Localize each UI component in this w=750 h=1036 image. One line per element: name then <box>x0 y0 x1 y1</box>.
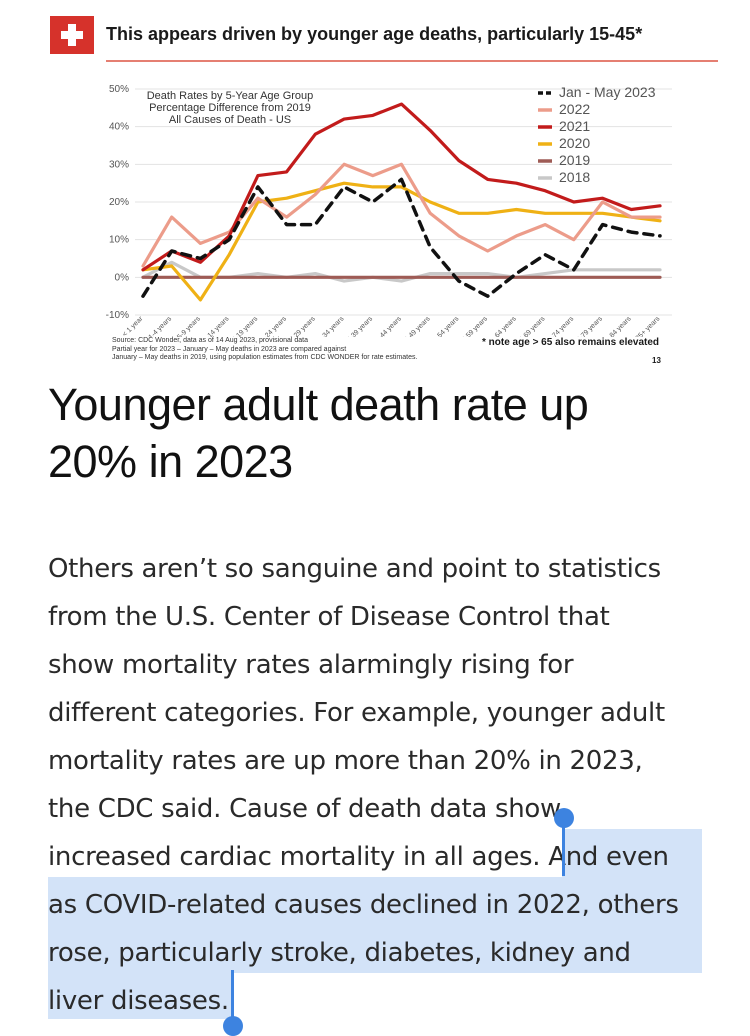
x-tick-label: 85+ years <box>635 315 662 337</box>
source-footnote: Source: CDC Wonder, data as of 14 Aug 20… <box>112 337 452 363</box>
death-rate-line-chart: -10% 0% 10% 20% 30% 40% 50% < 1 year 1-4 years 5… <box>106 84 672 337</box>
x-tick-label: 15-19 years <box>228 315 259 337</box>
x-tick-label: 60-64 years <box>487 315 518 337</box>
series-line-2022 <box>141 162 662 268</box>
chart-series <box>141 102 662 302</box>
article-headline: Younger adult death rate up 20% in 2023 <box>48 376 708 490</box>
legend-label: 2020 <box>559 135 590 151</box>
series-line-2020 <box>141 181 662 302</box>
series-line-jan-may-2023 <box>141 177 662 298</box>
y-tick-label: 40% <box>109 122 129 133</box>
y-tick-label: 20% <box>109 197 129 208</box>
text-selection-highlight <box>48 877 702 973</box>
slide-header: This appears driven by younger age death… <box>50 14 718 64</box>
legend-label: 2021 <box>559 118 590 134</box>
selected-text[interactable]: as COVID-related causes declined in 2022… <box>48 890 679 920</box>
x-tick-label: 70-74 years <box>544 315 575 337</box>
legend-label: Jan - May 2023 <box>559 84 656 100</box>
x-tick-label: 65-69 years <box>515 315 546 337</box>
y-tick-label: 0% <box>115 272 130 283</box>
x-tick-label: 50-54 years <box>429 315 460 337</box>
x-tick-label: 30-34 years <box>314 315 345 337</box>
body-line: from the U.S. Center of Disease Control … <box>48 602 610 632</box>
selected-text[interactable]: liver diseases. <box>48 986 229 1016</box>
body-line: as COVID-related causes declined in 2022… <box>48 881 708 929</box>
legend-label: 2019 <box>559 152 590 168</box>
footnote-line: Source: CDC Wonder, data as of 14 Aug 20… <box>112 337 308 344</box>
x-tick-label: 10-14 years <box>199 315 230 337</box>
age-note: * note age > 65 also remains elevated <box>482 337 660 348</box>
text-selection-highlight <box>48 973 234 1019</box>
x-tick-label: 35-39 years <box>343 315 374 337</box>
body-line: the CDC said. Cause of death data show <box>48 794 561 824</box>
y-axis-ticks: -10% 0% 10% 20% 30% 40% 50% <box>106 84 129 321</box>
body-line: rose, particularly stroke, diabetes, kid… <box>48 929 708 977</box>
headline-line: Younger adult death rate up <box>48 379 589 430</box>
selection-end-handle[interactable] <box>223 1016 243 1036</box>
chart-title-line: Percentage Difference from 2019 <box>149 102 311 114</box>
x-tick-label: 45-49 years <box>401 315 432 337</box>
y-tick-label: -10% <box>106 310 129 321</box>
chart-title-line: Death Rates by 5-Year Age Group <box>147 90 314 102</box>
slide-title: This appears driven by younger age death… <box>106 24 643 44</box>
selected-text[interactable]: rose, particularly stroke, diabetes, kid… <box>48 938 631 968</box>
x-tick-label: 1-4 years <box>148 315 174 337</box>
headline-line: 20% in 2023 <box>48 436 293 487</box>
slide-page-number: 13 <box>652 356 661 365</box>
red-cross-logo-icon <box>50 16 94 54</box>
body-line: Others aren’t so sanguine and point to s… <box>48 554 661 584</box>
x-tick-label: 25-29 years <box>286 315 317 337</box>
body-line: mortality rates are up more than 20% in … <box>48 746 643 776</box>
x-tick-label: 40-44 years <box>372 315 403 337</box>
y-tick-label: 10% <box>109 235 129 246</box>
chart-title: Death Rates by 5-Year Age GroupPercentag… <box>147 90 314 126</box>
selection-start-handle[interactable] <box>554 808 574 828</box>
legend-label: 2018 <box>559 169 590 185</box>
y-tick-label: 30% <box>109 159 129 170</box>
x-tick-label: 20-24 years <box>257 315 288 337</box>
selection-end-handle-stem[interactable] <box>231 970 234 1020</box>
chart-title-line: All Causes of Death - US <box>169 114 291 126</box>
y-tick-label: 50% <box>109 84 129 95</box>
footnote-line: Partial year for 2023 – January – May de… <box>112 345 347 353</box>
text-selection-highlight <box>562 829 702 877</box>
body-line: increased cardiac mortality in all ages.… <box>48 842 669 872</box>
selected-text[interactable]: And even <box>548 842 669 872</box>
x-tick-label: 5-9 years <box>176 315 202 337</box>
x-tick-label: 80-84 years <box>602 315 633 337</box>
selection-start-handle-stem[interactable] <box>562 820 565 876</box>
footnote-line: January – May deaths in 2019, using popu… <box>112 354 418 361</box>
x-tick-label: 75-79 years <box>573 315 604 337</box>
body-line: liver diseases. <box>48 977 708 1025</box>
x-tick-label: 55-59 years <box>458 315 489 337</box>
article-body: Others aren’t so sanguine and point to s… <box>48 545 708 1025</box>
legend-label: 2022 <box>559 101 590 117</box>
body-line: show mortality rates alarmingly rising f… <box>48 650 574 680</box>
title-divider <box>106 60 718 62</box>
series-line-2021 <box>141 102 662 272</box>
body-line: different categories. For example, young… <box>48 698 665 728</box>
